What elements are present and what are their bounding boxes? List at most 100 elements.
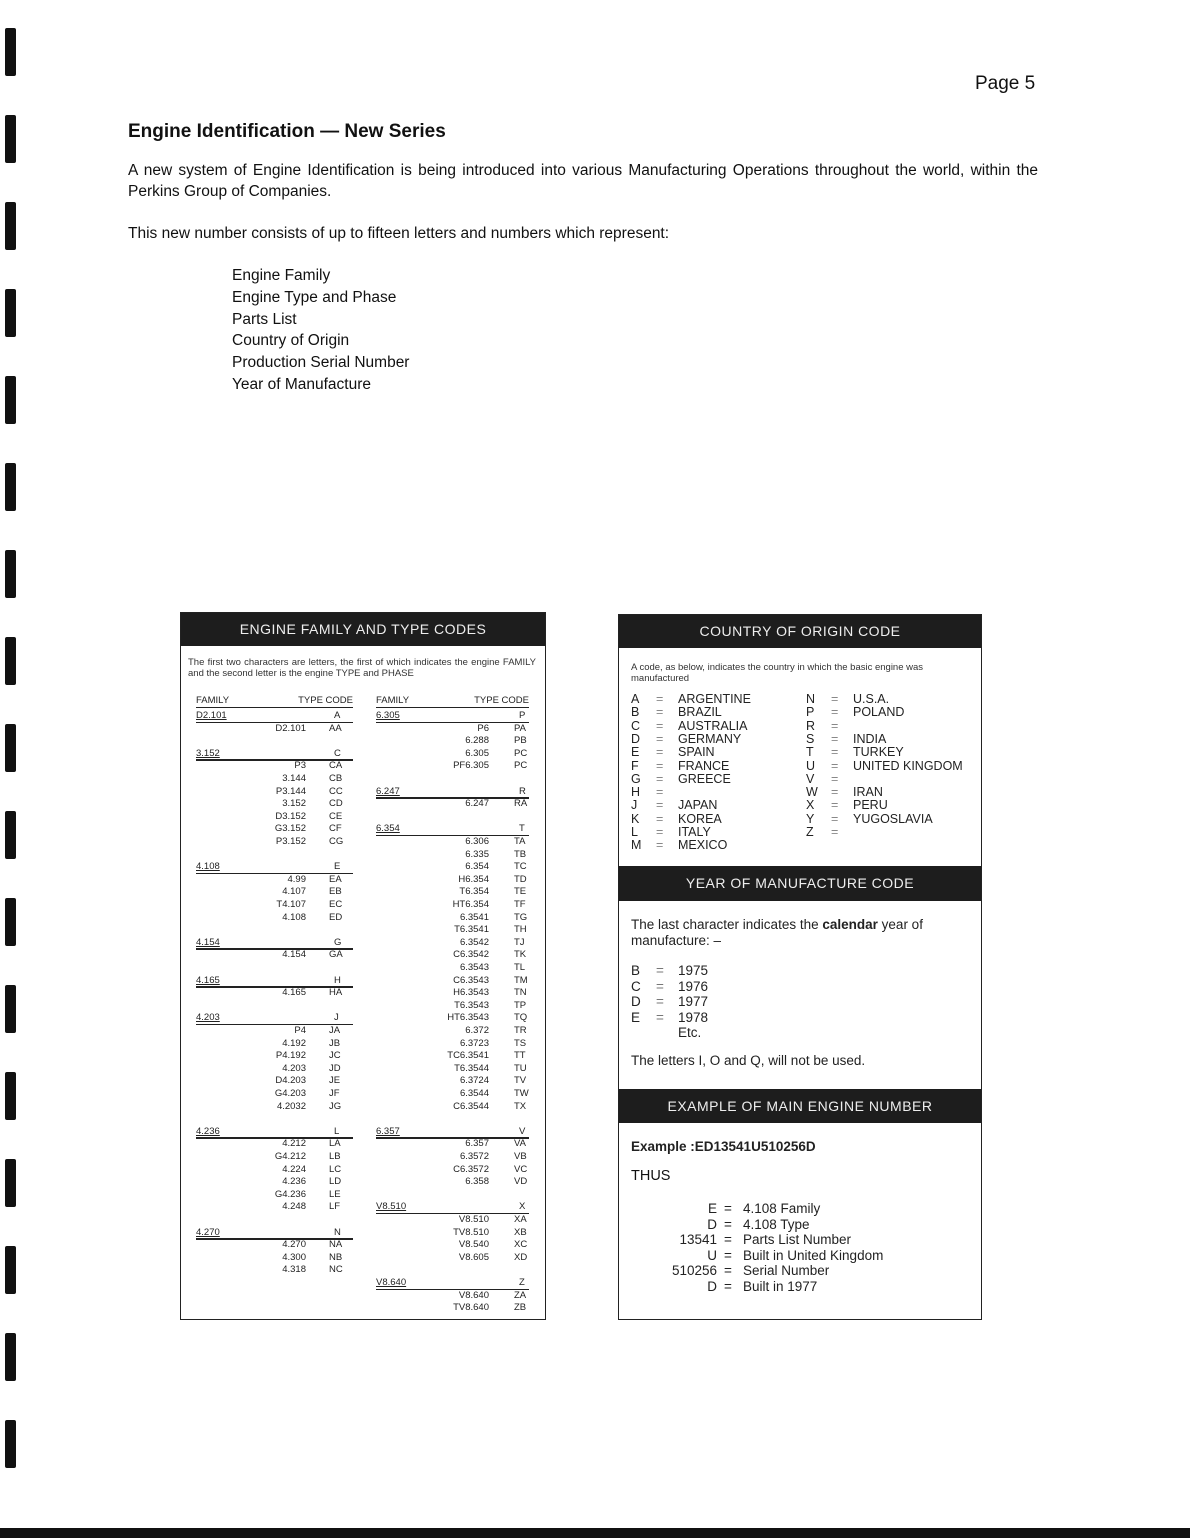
equals-sign: = [831, 758, 839, 773]
equals-sign: = [656, 838, 664, 853]
country-name: SPAIN [678, 745, 715, 760]
engine-type: TV8.510 [453, 1226, 489, 1238]
equals-sign: = [656, 798, 664, 813]
family-rule [376, 834, 529, 837]
list-item: Country of Origin [232, 332, 350, 350]
country-letter: E [631, 745, 640, 760]
binding-hole-mark [5, 1159, 16, 1207]
country-name: ITALY [678, 825, 711, 839]
engine-type: 6.3724 [459, 1075, 489, 1087]
family-code: C [334, 747, 341, 759]
country-letter: T [806, 745, 814, 760]
type-code: LA [329, 1138, 341, 1150]
country-letter: B [631, 705, 640, 720]
equals-sign: = [724, 1201, 732, 1216]
engine-type: 4.203 [282, 1062, 306, 1074]
country-name: U.S.A. [853, 692, 890, 706]
binding-hole-mark [5, 202, 16, 250]
equals-sign: = [724, 1247, 732, 1263]
type-code: ZB [514, 1302, 527, 1314]
family-name: 6.357 [376, 1125, 400, 1137]
type-code: GA [329, 949, 343, 961]
type-code: TR [514, 1025, 527, 1036]
equals-sign: = [831, 771, 839, 786]
equals-sign: = [656, 825, 664, 839]
country-name: PERU [853, 798, 888, 813]
engine-type: 6.335 [465, 848, 489, 860]
year-description: The last character indicates the calenda… [631, 917, 971, 949]
type-code: CE [329, 810, 343, 822]
type-code: TG [514, 911, 528, 923]
engine-type: 4.212 [282, 1138, 306, 1150]
equals-sign: = [831, 825, 839, 839]
type-code: NC [329, 1264, 343, 1276]
country-name: GREECE [678, 771, 731, 786]
family-rule [376, 1212, 529, 1215]
equals-sign: = [656, 963, 664, 978]
type-code: TV [514, 1075, 527, 1087]
equals-sign: = [724, 1263, 732, 1278]
country-letter: P [806, 705, 815, 720]
year-text: The last character indicates the [631, 917, 819, 932]
binding-hole-mark [5, 724, 16, 772]
type-code: RA [514, 798, 528, 810]
family-code: J [334, 1012, 339, 1024]
country-name: TURKEY [853, 745, 904, 760]
type-code: TU [514, 1062, 527, 1074]
binding-hole-mark [5, 463, 16, 511]
country-letter: R [806, 718, 816, 733]
country-letter: K [631, 811, 640, 826]
type-code: VA [514, 1138, 526, 1150]
country-name: GERMANY [678, 731, 742, 746]
type-code: NA [329, 1239, 343, 1251]
type-code: CG [329, 836, 344, 847]
engine-type: V8.605 [458, 1251, 489, 1263]
engine-type: HT6.354 [452, 899, 489, 910]
type-code: VC [514, 1163, 528, 1175]
binding-hole-mark [5, 898, 16, 946]
country-name: UNITED KINGDOM [853, 758, 963, 773]
family-rule [376, 797, 529, 799]
column-header-type-code: TYPE CODE [474, 695, 529, 706]
binding-hole-mark [5, 289, 16, 337]
example-row: D = Built in 1977 [619, 1279, 981, 1295]
family-code: H [334, 974, 341, 986]
engine-type: D2.101 [275, 722, 306, 734]
engine-type: 3.144 [282, 773, 306, 784]
example-meaning: Parts List Number [743, 1232, 852, 1247]
engine-type: T6.354 [459, 886, 489, 898]
engine-type: C6.3542 [453, 949, 489, 961]
example-row: U = Built in United Kingdom [619, 1248, 981, 1264]
engine-type: 4.154 [282, 949, 306, 961]
engine-type: P6 [477, 722, 489, 734]
family-name: 4.154 [196, 936, 220, 948]
column-header-type-code: TYPE CODE [298, 695, 353, 706]
engine-type: P3 [294, 760, 306, 772]
equals-sign: = [724, 1232, 732, 1247]
engine-type: 6.3544 [459, 1088, 489, 1099]
component-list: Engine Family Engine Type and Phase Part… [232, 265, 409, 396]
type-code: AA [329, 722, 342, 734]
engine-type: 4.99 [287, 873, 307, 885]
year-row: B = 1975 [631, 963, 708, 979]
country-letter: W [806, 785, 818, 800]
binding-hole-mark [5, 637, 16, 685]
example-part: E [707, 1201, 717, 1216]
country-name: MEXICO [678, 838, 728, 853]
example-part: D [707, 1278, 717, 1294]
country-name: INDIA [853, 731, 887, 746]
country-letter: F [631, 758, 639, 773]
equals-sign: = [724, 1278, 732, 1294]
engine-type: C6.3572 [453, 1163, 489, 1175]
family-rule [196, 1023, 353, 1026]
engine-type: P3.144 [275, 785, 306, 797]
equals-sign: = [831, 731, 839, 746]
engine-type: 4.224 [282, 1163, 306, 1175]
binding-hole-mark [5, 1246, 16, 1294]
engine-type: G4.212 [274, 1151, 306, 1162]
year-value: 1976 [678, 978, 709, 994]
country-letter: Z [806, 825, 814, 839]
engine-type: C6.3544 [453, 1100, 489, 1112]
engine-type: D4.203 [275, 1075, 306, 1087]
type-code: TA [514, 836, 526, 847]
